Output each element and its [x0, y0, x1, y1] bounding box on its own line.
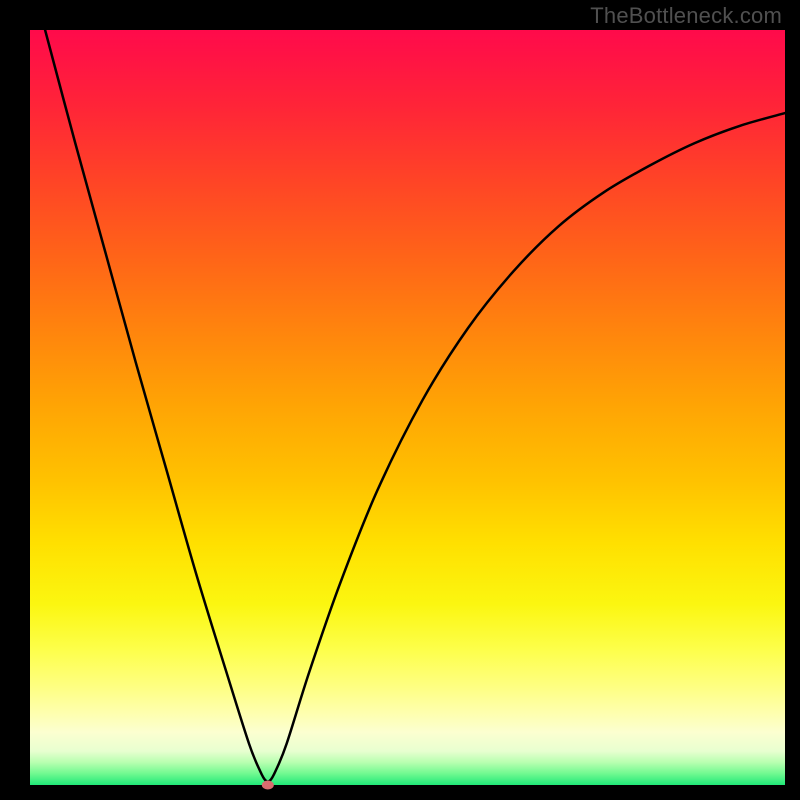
attribution-text: TheBottleneck.com [590, 3, 782, 29]
bottleneck-chart [0, 0, 800, 800]
chart-container: TheBottleneck.com [0, 0, 800, 800]
plot-background [30, 30, 785, 785]
minimum-marker [262, 781, 274, 790]
